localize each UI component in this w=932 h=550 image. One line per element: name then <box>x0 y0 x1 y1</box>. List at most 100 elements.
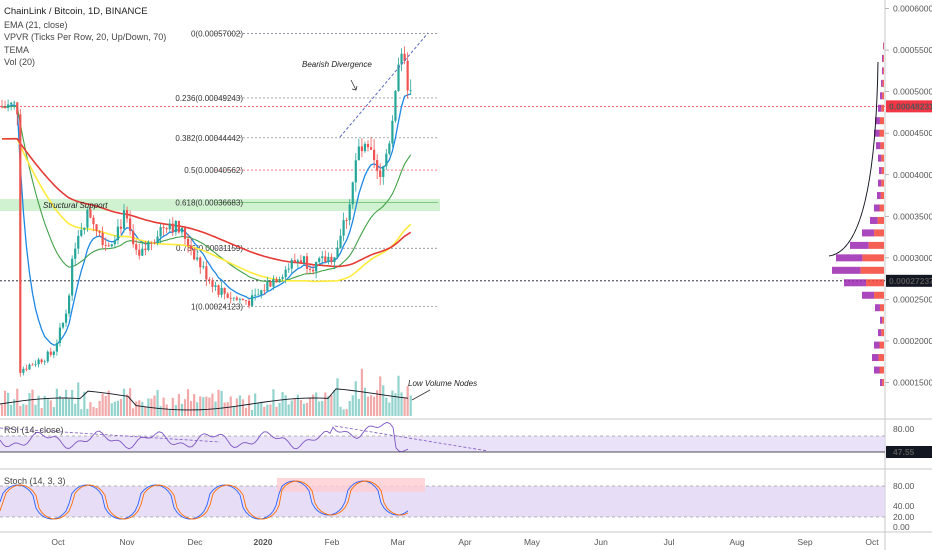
moving-averages <box>1 93 412 346</box>
volume-bar-84 <box>257 403 260 416</box>
volume-ma-line <box>0 388 409 411</box>
legend-tema[interactable]: TEMA <box>4 44 30 55</box>
rsi-trend-line-left <box>0 427 221 443</box>
fib-label-4: 0.618(0.00036683) <box>175 198 243 207</box>
candle-body-61 <box>186 238 190 246</box>
volume-bar-127 <box>388 402 391 416</box>
volume-bar-76 <box>232 406 235 416</box>
volume-bar-101 <box>308 397 312 416</box>
vpvr-down-8 <box>866 279 884 287</box>
candle-body-48 <box>147 241 150 250</box>
candle-body-84 <box>257 294 260 296</box>
red-ma-line <box>1 137 412 268</box>
candle-body-56 <box>171 223 174 233</box>
candle-body-87 <box>266 282 269 291</box>
bearish-divergence-label: Bearish Divergence <box>302 60 372 69</box>
candle-body-46 <box>141 248 144 256</box>
volume-bar-82 <box>251 409 254 416</box>
volume-bar-16 <box>49 400 52 416</box>
volume-bar-120 <box>366 396 370 416</box>
vpvr-up-5 <box>880 316 883 324</box>
volume-bar-121 <box>369 395 373 416</box>
volume-bar-40 <box>122 388 126 416</box>
vpvr-down-15 <box>880 192 884 200</box>
vpvr-up-23 <box>880 92 883 100</box>
vpvr-up-18 <box>878 154 882 162</box>
candle-body-16 <box>49 351 52 355</box>
vpvr-down-14 <box>879 204 884 212</box>
vpvr-down-12 <box>874 229 884 237</box>
volume-bar-22 <box>68 398 71 416</box>
volume-bar-64 <box>196 402 199 416</box>
candle-body-76 <box>232 297 235 299</box>
candle-body-93 <box>284 269 287 278</box>
volume-bar-117 <box>357 399 360 416</box>
candle-body-66 <box>202 266 205 268</box>
volume-bar-108 <box>330 395 333 416</box>
candle-body-47 <box>144 248 147 250</box>
candle-body-51 <box>156 236 159 243</box>
vpvr-up-22 <box>878 104 882 112</box>
volume-bar-26 <box>80 409 83 416</box>
volume-bar-111 <box>339 406 342 416</box>
candle-body-2 <box>7 104 10 108</box>
marked-price-label: 0.00027237 <box>889 276 932 286</box>
volume-bar-75 <box>229 396 232 416</box>
candle-body-108 <box>330 256 333 262</box>
vpvr-up-14 <box>874 204 880 212</box>
stoch-tick-label-2: 20.00 <box>893 512 915 522</box>
candle-body-13 <box>40 359 43 363</box>
volume-bar-52 <box>159 406 162 416</box>
time-label-5: Mar <box>391 537 406 547</box>
candle-body-128 <box>391 120 394 144</box>
vpvr-curve-annotation <box>828 61 879 257</box>
volume-bar-30 <box>92 406 95 416</box>
volume-bar-23 <box>71 390 74 416</box>
volume-bar-8 <box>25 404 28 416</box>
time-axis[interactable]: Oct Nov Dec 2020 Feb Mar Apr May Jun Jul Aug Sep Oct <box>51 537 879 547</box>
candle-body-105 <box>321 256 324 259</box>
candle-body-22 <box>68 295 71 314</box>
volume-bar-107 <box>327 396 330 416</box>
candle-body-40 <box>122 210 126 229</box>
volume-bar-104 <box>318 401 321 416</box>
candle-body-28 <box>86 209 89 228</box>
candle-body-33 <box>101 232 104 245</box>
candle-body-31 <box>95 224 98 232</box>
vpvr-down-18 <box>881 154 884 162</box>
chart-legend: ChainLink / Bitcoin, 1D, BINANCE EMA (21… <box>4 6 166 69</box>
vpvr-down-11 <box>868 241 884 249</box>
vpvr-up-24 <box>881 79 883 87</box>
legend-vpvr[interactable]: VPVR (Ticks Per Row, 20, Up/Down, 70) <box>4 32 167 42</box>
volume-bar-97 <box>296 394 299 416</box>
volume-bar-29 <box>89 402 92 416</box>
vpvr-up-21 <box>875 117 880 125</box>
volume-bar-11 <box>34 404 37 416</box>
candle-body-117 <box>357 146 360 161</box>
candle-body-19 <box>58 327 62 344</box>
legend-ema[interactable]: EMA (21, close) <box>4 19 68 30</box>
volume-bar-38 <box>116 400 119 416</box>
vpvr-up-4 <box>878 329 882 337</box>
fib-label-0: 0(0.00057002) <box>191 29 243 38</box>
rsi-current-label: 47.55 <box>893 447 915 457</box>
legend-vol[interactable]: Vol (20) <box>4 57 36 67</box>
legend-title[interactable]: ChainLink / Bitcoin, 1D, BINANCE <box>4 6 148 17</box>
rsi-label[interactable]: RSI (14, close) <box>4 425 64 435</box>
candle-body-71 <box>217 285 220 295</box>
volume-bar-15 <box>46 399 49 416</box>
candle-body-65 <box>199 257 202 268</box>
volume-bar-91 <box>278 402 281 416</box>
vpvr-down-4 <box>881 329 884 337</box>
volume-bar-21 <box>64 389 68 416</box>
candle-body-10 <box>31 364 34 366</box>
candle-body-81 <box>247 300 251 306</box>
candle-body-21 <box>64 313 68 323</box>
rsi-polyline <box>0 421 409 453</box>
annotations: Bearish Divergence Structural Support Lo… <box>43 32 879 401</box>
stoch-label[interactable]: Stoch (14, 3, 3) <box>4 476 66 486</box>
vpvr-up-1 <box>874 366 880 374</box>
